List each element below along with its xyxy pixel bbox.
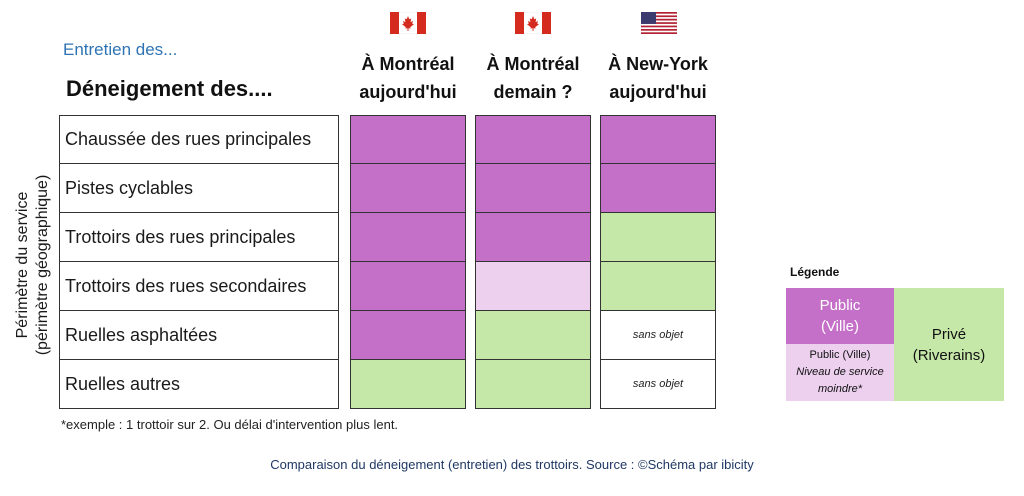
usa-flag-icon bbox=[641, 12, 677, 34]
row-label: Trottoirs des rues principales bbox=[59, 213, 339, 262]
row-labels: Chaussée des rues principales Pistes cyc… bbox=[59, 115, 339, 409]
column-header-montreal-today: À Montréal aujourd'hui bbox=[350, 0, 466, 110]
diagram-heading: Déneigement des.... bbox=[66, 76, 273, 101]
grid-cell-priv bbox=[475, 360, 591, 409]
column-title-line2: aujourd'hui bbox=[359, 82, 457, 102]
grid-cell-pub bbox=[350, 213, 466, 262]
grid-cell-priv bbox=[350, 360, 466, 409]
footnote: *exemple : 1 trottoir sur 2. Ou délai d'… bbox=[61, 417, 399, 432]
legend-public-reduced: Public (Ville) Niveau de service moindre… bbox=[786, 344, 894, 401]
row-label: Pistes cyclables bbox=[59, 164, 339, 213]
grid-cell-pub bbox=[350, 115, 466, 164]
column-title-line1: À Montréal bbox=[361, 54, 455, 74]
legend-private-line1: Privé bbox=[931, 325, 967, 343]
grid-cell-pub bbox=[475, 164, 591, 213]
column-title-line2: demain ? bbox=[493, 82, 573, 102]
grid-cell-pub bbox=[600, 164, 716, 213]
grid-column-montreal-today bbox=[350, 115, 466, 409]
y-axis-label-line1: Périmètre du service bbox=[14, 191, 31, 339]
column-title-line1: À New-York bbox=[608, 54, 708, 74]
grid-cell-na: sans objet bbox=[600, 311, 716, 360]
grid-cell-na: sans objet bbox=[600, 360, 716, 409]
grid-cell-priv bbox=[600, 213, 716, 262]
grid-cell-pub bbox=[475, 115, 591, 164]
grid-cell-publess bbox=[475, 262, 591, 311]
y-axis-label: Périmètre du service (périmètre géograph… bbox=[8, 165, 58, 365]
column-title-line2: aujourd'hui bbox=[609, 82, 707, 102]
row-label: Trottoirs des rues secondaires bbox=[59, 262, 339, 311]
grid-cell-priv bbox=[475, 311, 591, 360]
grid-cell-pub bbox=[350, 262, 466, 311]
row-label: Ruelles asphaltées bbox=[59, 311, 339, 360]
legend-public-reduced-line1: Public (Ville) bbox=[809, 349, 871, 361]
grid-cell-priv bbox=[600, 262, 716, 311]
canada-flag-icon bbox=[515, 12, 551, 34]
legend-private-line2: (Riverains) bbox=[912, 346, 986, 364]
legend-public-reduced-line2: Niveau de service bbox=[796, 366, 884, 378]
legend-private: Privé (Riverains) bbox=[894, 288, 1004, 401]
canada-flag-icon bbox=[390, 12, 426, 34]
legend-public-reduced-line3: moindre* bbox=[817, 383, 863, 395]
column-header-montreal-tomorrow: À Montréal demain ? bbox=[475, 0, 591, 110]
legend-public-line2: (Ville) bbox=[820, 318, 860, 335]
figure-caption: Comparaison du déneigement (entretien) d… bbox=[270, 457, 754, 472]
column-title-line1: À Montréal bbox=[486, 54, 580, 74]
column-header-newyork-today: À New-York aujourd'hui bbox=[600, 0, 716, 110]
diagram-subtitle: Entretien des... bbox=[63, 40, 178, 59]
row-label: Chaussée des rues principales bbox=[59, 115, 339, 164]
grid-cell-pub bbox=[600, 115, 716, 164]
grid-cell-pub bbox=[350, 164, 466, 213]
grid-column-montreal-tomorrow bbox=[475, 115, 591, 409]
y-axis-label-line2: (périmètre géographique) bbox=[34, 174, 51, 356]
grid-cell-pub bbox=[475, 213, 591, 262]
legend-title: Légende bbox=[790, 265, 840, 279]
grid-column-newyork-today: sans objet sans objet bbox=[600, 115, 716, 409]
grid-cell-pub bbox=[350, 311, 466, 360]
legend-public: Public (Ville) bbox=[786, 288, 894, 344]
legend-public-line1: Public bbox=[819, 297, 861, 314]
row-label: Ruelles autres bbox=[59, 360, 339, 409]
